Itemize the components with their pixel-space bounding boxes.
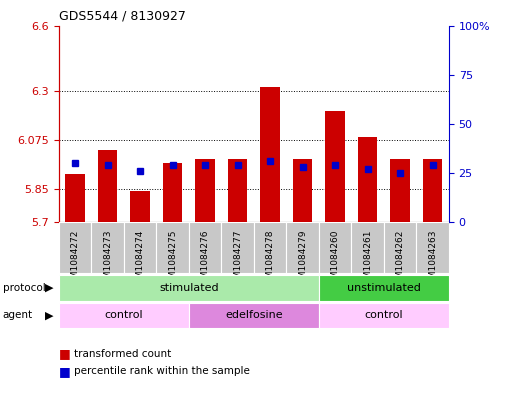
Bar — [319, 275, 449, 301]
Text: GSM1084274: GSM1084274 — [136, 230, 145, 290]
Bar — [423, 159, 442, 222]
Bar — [325, 111, 345, 222]
Text: ■: ■ — [59, 347, 71, 360]
Text: ■: ■ — [59, 365, 71, 378]
Bar — [124, 222, 156, 273]
Bar — [189, 303, 319, 328]
Bar — [351, 222, 384, 273]
Text: GSM1084261: GSM1084261 — [363, 230, 372, 290]
Bar — [98, 150, 117, 222]
Bar — [254, 222, 286, 273]
Bar — [59, 303, 189, 328]
Text: control: control — [105, 310, 143, 320]
Text: GSM1084275: GSM1084275 — [168, 230, 177, 290]
Bar — [293, 159, 312, 222]
Text: GSM1084273: GSM1084273 — [103, 230, 112, 290]
Text: GSM1084279: GSM1084279 — [298, 230, 307, 290]
Bar — [59, 222, 91, 273]
Bar — [189, 222, 222, 273]
Bar — [261, 87, 280, 222]
Text: transformed count: transformed count — [74, 349, 172, 359]
Bar — [319, 222, 351, 273]
Bar — [319, 303, 449, 328]
Text: stimulated: stimulated — [159, 283, 219, 293]
Bar — [384, 222, 417, 273]
Bar — [163, 163, 183, 222]
Bar — [91, 222, 124, 273]
Bar — [417, 222, 449, 273]
Text: control: control — [365, 310, 403, 320]
Bar — [59, 275, 319, 301]
Bar — [390, 159, 410, 222]
Text: GSM1084276: GSM1084276 — [201, 230, 210, 290]
Bar — [66, 174, 85, 222]
Bar — [358, 137, 378, 222]
Bar — [130, 191, 150, 222]
Text: GDS5544 / 8130927: GDS5544 / 8130927 — [59, 10, 186, 23]
Text: ▶: ▶ — [45, 283, 54, 293]
Text: GSM1084272: GSM1084272 — [71, 230, 80, 290]
Text: GSM1084278: GSM1084278 — [266, 230, 274, 290]
Bar — [156, 222, 189, 273]
Text: unstimulated: unstimulated — [347, 283, 421, 293]
Text: GSM1084262: GSM1084262 — [396, 230, 405, 290]
Bar — [222, 222, 254, 273]
Bar — [286, 222, 319, 273]
Text: GSM1084263: GSM1084263 — [428, 230, 437, 290]
Text: protocol: protocol — [3, 283, 45, 293]
Text: agent: agent — [3, 310, 33, 320]
Text: edelfosine: edelfosine — [225, 310, 283, 320]
Bar — [195, 159, 215, 222]
Text: GSM1084277: GSM1084277 — [233, 230, 242, 290]
Text: ▶: ▶ — [45, 310, 54, 320]
Bar — [228, 159, 247, 222]
Text: GSM1084260: GSM1084260 — [331, 230, 340, 290]
Text: percentile rank within the sample: percentile rank within the sample — [74, 366, 250, 376]
